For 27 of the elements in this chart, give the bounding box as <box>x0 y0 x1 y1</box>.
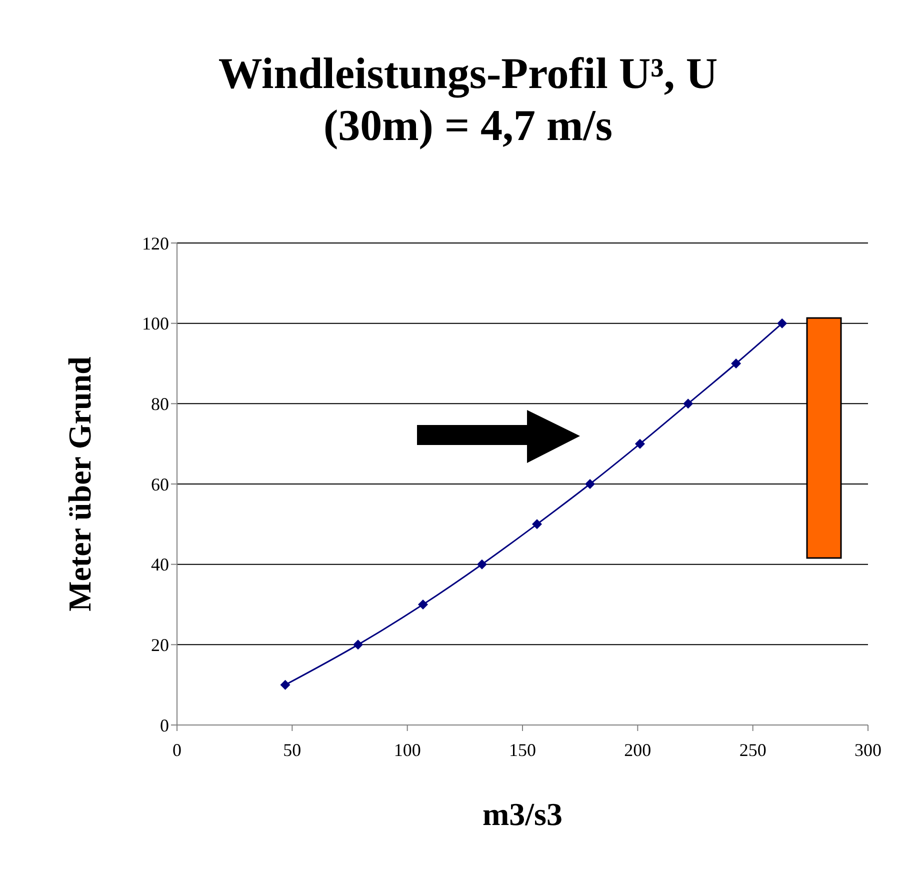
y-tick-label: 0 <box>160 715 169 736</box>
x-tick-label: 150 <box>509 740 536 760</box>
x-tick-label: 200 <box>624 740 652 760</box>
point <box>683 398 694 409</box>
y-tick-label: 40 <box>151 554 169 575</box>
y-tick-label: 80 <box>151 394 169 414</box>
x-tick-label: 250 <box>739 740 766 760</box>
point <box>532 519 542 530</box>
y-tick-label: 100 <box>142 314 169 334</box>
point <box>476 559 487 570</box>
y-tick-label: 20 <box>151 635 169 656</box>
point <box>634 438 645 449</box>
x-tick-label: 0 <box>172 740 182 760</box>
y-tick-label: 60 <box>151 474 169 494</box>
x-tick-label: 100 <box>394 740 421 760</box>
point <box>584 479 595 489</box>
point <box>280 680 290 690</box>
point <box>353 640 364 650</box>
y-tick-label: 120 <box>142 233 169 254</box>
point <box>777 318 788 328</box>
x-axis-title: m3/s3 <box>482 796 562 832</box>
point <box>731 358 742 368</box>
point <box>418 600 428 610</box>
y-axis-title: Meter über Grund <box>61 356 98 612</box>
chart-title: Windleistungs-Profil U³, U (30m) = 4,7 m/s <box>217 48 719 152</box>
x-tick-label: 300 <box>854 740 882 760</box>
x-tick-label: 50 <box>283 740 302 760</box>
